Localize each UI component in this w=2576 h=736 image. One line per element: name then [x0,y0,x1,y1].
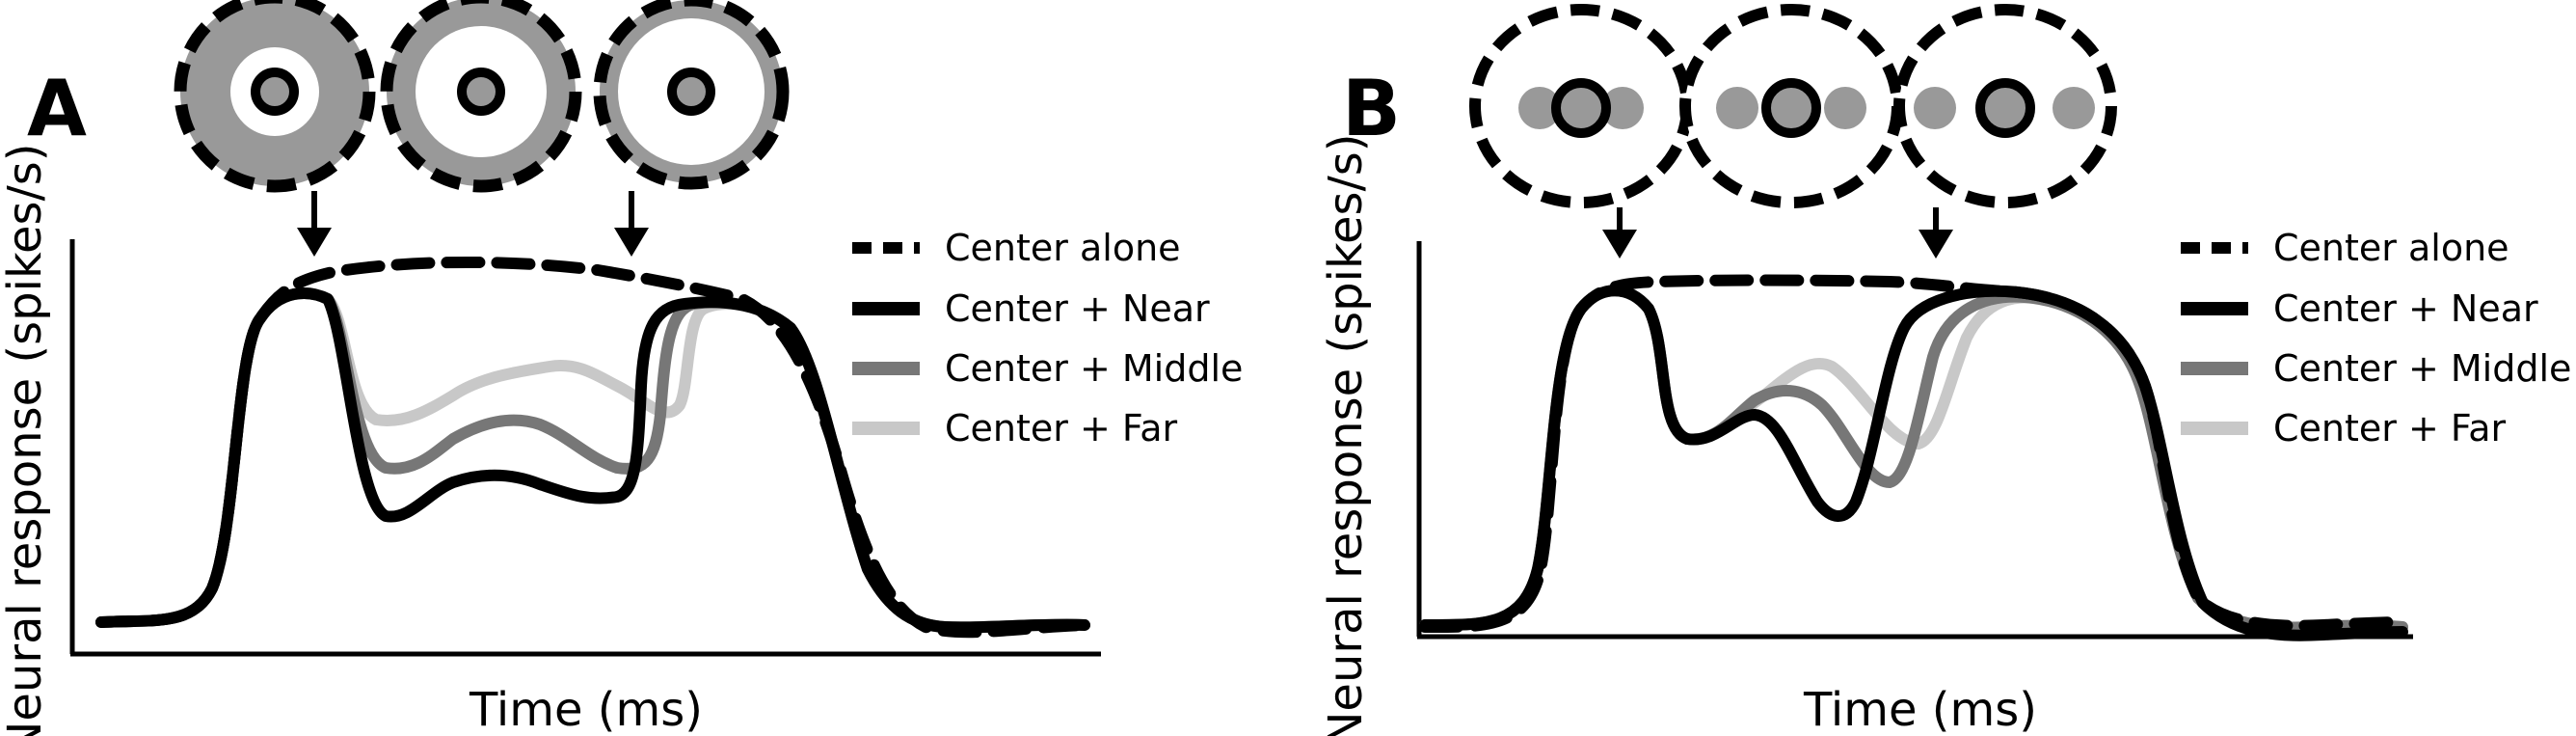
legend-b: Center alone Center + Near Center + Midd… [2181,227,2571,450]
down-arrow-icon [297,191,332,257]
curves-a [95,256,1090,639]
curve-center-alone [1419,274,2408,634]
down-arrow-icon [1602,207,1637,259]
legend-center-near: Center + Near [2273,287,2538,330]
x-axis-label: Time (ms) [1803,683,2037,736]
legend-center-middle: Center + Middle [2273,347,2571,390]
axes-b [1416,241,2413,640]
panel-b: B [1319,4,2571,736]
y-axis-label: Neural response (spikes/s) [1319,134,1373,736]
curves-b [1419,274,2408,641]
legend-center-near: Center + Near [945,287,1210,330]
down-arrow-icon [1919,207,1953,259]
x-axis-label: Time (ms) [469,683,703,736]
annular-surround-stimulus-icon [174,0,376,193]
panel-letter-b: B [1342,64,1401,153]
legend-a: Center alone Center + Near Center + Midd… [852,227,1243,450]
panel-letter-a: A [27,64,87,153]
panel-a: A Time (ms) [0,0,1243,736]
curve-center-alone [95,256,1090,639]
legend-center-far: Center + Far [2273,407,2507,450]
legend-center-alone: Center alone [2273,227,2509,269]
legend-center-far: Center + Far [945,407,1178,450]
down-arrow-icon [614,191,649,257]
legend-center-middle: Center + Middle [945,347,1243,390]
axes-a [69,239,1101,657]
legend-center-alone: Center alone [945,227,1181,269]
flanker-stimulus-icon [1679,4,1903,208]
y-axis-label: Neural response (spikes/s) [0,144,52,736]
annular-surround-stimulus-icon [593,0,790,190]
flanker-stimulus-icon [1893,4,2117,208]
annular-surround-stimulus-icon [380,0,582,193]
flanker-stimulus-icon [1469,4,1693,208]
